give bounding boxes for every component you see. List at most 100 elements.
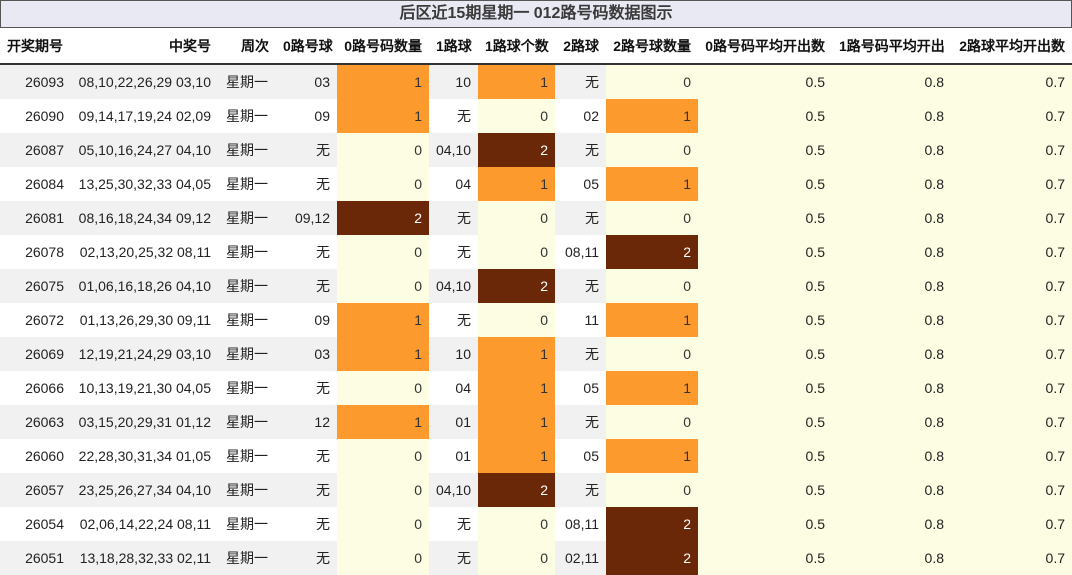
table-row: 26054 02,06,14,22,24 08,11 星期一无 0 无 0 08,11 2 0.… [0, 507, 1072, 541]
route0-avg-cell: 0.5 [698, 269, 832, 303]
route0-balls-cell: 无 [276, 269, 337, 303]
route2-balls-cell: 无 [555, 473, 606, 507]
route2-avg-cell: 0.7 [951, 235, 1072, 269]
route1-count-cell: 2 [478, 269, 555, 303]
route2-balls-cell: 02 [555, 99, 606, 133]
weekday-cell: 星期一 [218, 439, 276, 473]
route0-avg-cell: 0.5 [698, 133, 832, 167]
route0-count-cell: 0 [337, 235, 429, 269]
weekday-cell: 星期一 [218, 99, 276, 133]
route0-avg-cell: 0.5 [698, 303, 832, 337]
route-data-table: 开奖期号 中奖号 周次 0路号球 0路号码数量 1路球 1路球个数 2路球 2路… [0, 28, 1072, 575]
table-row: 26072 01,13,26,29,30 09,11 星期一 09 1 无 0 11 1 0.5 0… [0, 303, 1072, 337]
weekday-cell: 星期一 [218, 201, 276, 235]
route0-count-cell: 1 [337, 405, 429, 439]
route1-avg-cell: 0.8 [832, 439, 951, 473]
numbers-cell: 02,06,14,22,24 08,11 [71, 507, 218, 541]
weekday-cell: 星期一 [218, 371, 276, 405]
route0-avg-cell: 0.5 [698, 235, 832, 269]
route1-avg-cell: 0.8 [832, 99, 951, 133]
route2-avg-cell: 0.7 [951, 371, 1072, 405]
issue-cell: 26084 [0, 167, 71, 201]
weekday-cell: 星期一 [218, 133, 276, 167]
route1-count-cell: 1 [478, 405, 555, 439]
route0-balls-cell: 09,12 [276, 201, 337, 235]
route1-balls-cell: 04,10 [429, 269, 478, 303]
issue-cell: 26051 [0, 541, 71, 575]
route0-count-cell: 1 [337, 64, 429, 99]
route2-balls-cell: 02,11 [555, 541, 606, 575]
header-numbers: 中奖号 [71, 28, 218, 65]
numbers-cell: 10,13,19,21,30 04,05 [71, 371, 218, 405]
route1-balls-cell: 04 [429, 167, 478, 201]
route1-count-cell: 1 [478, 371, 555, 405]
route2-avg-cell: 0.7 [951, 405, 1072, 439]
route0-avg-cell: 0.5 [698, 507, 832, 541]
route2-balls-cell: 无 [555, 405, 606, 439]
table-row: 26051 13,18,28,32,33 02,11 星期一无 0 无 0 02,11 2 0.… [0, 541, 1072, 575]
route0-avg-cell: 0.5 [698, 337, 832, 371]
route1-balls-cell: 10 [429, 337, 478, 371]
table-row: 26057 23,25,26,27,34 04,10 星期一无 0 04,10 2 无 0 0.… [0, 473, 1072, 507]
route0-avg-cell: 0.5 [698, 99, 832, 133]
route2-avg-cell: 0.7 [951, 201, 1072, 235]
route2-count-cell: 1 [606, 371, 698, 405]
route1-avg-cell: 0.8 [832, 541, 951, 575]
header-row: 开奖期号 中奖号 周次 0路号球 0路号码数量 1路球 1路球个数 2路球 2路… [0, 28, 1072, 65]
route0-balls-cell: 无 [276, 439, 337, 473]
numbers-cell: 13,18,28,32,33 02,11 [71, 541, 218, 575]
weekday-cell: 星期一 [218, 64, 276, 99]
route2-avg-cell: 0.7 [951, 507, 1072, 541]
header-issue: 开奖期号 [0, 28, 71, 65]
route2-avg-cell: 0.7 [951, 439, 1072, 473]
issue-cell: 26066 [0, 371, 71, 405]
weekday-cell: 星期一 [218, 167, 276, 201]
route1-count-cell: 0 [478, 99, 555, 133]
route2-balls-cell: 05 [555, 371, 606, 405]
header-route2-balls: 2路球 [555, 28, 606, 65]
table-row: 26090 09,14,17,19,24 02,09 星期一 09 1 无 0 02 1 0.5 0… [0, 99, 1072, 133]
route1-avg-cell: 0.8 [832, 64, 951, 99]
route0-count-cell: 0 [337, 371, 429, 405]
numbers-cell: 23,25,26,27,34 04,10 [71, 473, 218, 507]
table-body: 26093 08,10,22,26,29 03,10 星期一 03 1 10 1 无 0 0.5 0… [0, 64, 1072, 575]
numbers-cell: 12,19,21,24,29 03,10 [71, 337, 218, 371]
route2-avg-cell: 0.7 [951, 269, 1072, 303]
numbers-cell: 09,14,17,19,24 02,09 [71, 99, 218, 133]
route0-balls-cell: 无 [276, 507, 337, 541]
header-route0-avg: 0路号码平均开出数 [698, 28, 832, 65]
table-row: 26078 02,13,20,25,32 08,11 星期一无 0 无 0 08,11 2 0.… [0, 235, 1072, 269]
table-row: 26084 13,25,30,32,33 04,05 星期一无 0 04 1 05 1 0.5 0… [0, 167, 1072, 201]
issue-cell: 26057 [0, 473, 71, 507]
header-weekday: 周次 [218, 28, 276, 65]
route1-avg-cell: 0.8 [832, 473, 951, 507]
route1-balls-cell: 无 [429, 303, 478, 337]
issue-cell: 26072 [0, 303, 71, 337]
route2-count-cell: 1 [606, 439, 698, 473]
issue-cell: 26081 [0, 201, 71, 235]
route0-balls-cell: 无 [276, 167, 337, 201]
route0-balls-cell: 无 [276, 541, 337, 575]
route2-balls-cell: 无 [555, 269, 606, 303]
issue-cell: 26087 [0, 133, 71, 167]
route0-balls-cell: 12 [276, 405, 337, 439]
weekday-cell: 星期一 [218, 473, 276, 507]
issue-cell: 26069 [0, 337, 71, 371]
route2-balls-cell: 无 [555, 133, 606, 167]
route2-avg-cell: 0.7 [951, 541, 1072, 575]
route2-count-cell: 0 [606, 269, 698, 303]
issue-cell: 26090 [0, 99, 71, 133]
numbers-cell: 01,13,26,29,30 09,11 [71, 303, 218, 337]
weekday-cell: 星期一 [218, 337, 276, 371]
route0-balls-cell: 无 [276, 133, 337, 167]
header-route2-avg: 2路球平均开出数 [951, 28, 1072, 65]
header-route0-count: 0路号码数量 [337, 28, 429, 65]
numbers-cell: 02,13,20,25,32 08,11 [71, 235, 218, 269]
route1-avg-cell: 0.8 [832, 337, 951, 371]
route0-avg-cell: 0.5 [698, 439, 832, 473]
route2-count-cell: 0 [606, 405, 698, 439]
route1-balls-cell: 10 [429, 64, 478, 99]
route1-balls-cell: 无 [429, 235, 478, 269]
numbers-cell: 13,25,30,32,33 04,05 [71, 167, 218, 201]
route0-count-cell: 1 [337, 337, 429, 371]
